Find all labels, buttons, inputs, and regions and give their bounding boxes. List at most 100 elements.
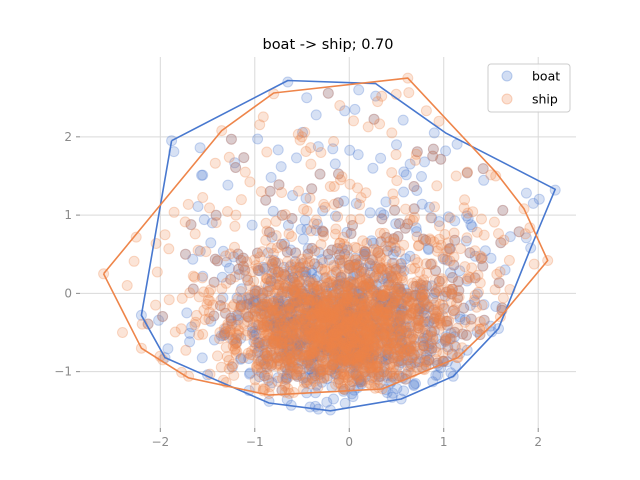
scatter-point-boat bbox=[362, 357, 374, 369]
scatter-point-ship bbox=[405, 358, 417, 370]
scatter-point-boat bbox=[353, 259, 365, 271]
scatter-point-boat bbox=[375, 294, 387, 306]
scatter-point-ship bbox=[376, 314, 388, 326]
scatter-point-boat bbox=[298, 351, 310, 363]
scatter-point-boat bbox=[326, 350, 338, 362]
scatter-point-boat bbox=[300, 294, 312, 306]
scatter-point-boat bbox=[337, 306, 349, 318]
scatter-point-ship bbox=[196, 272, 208, 284]
legend-label-boat: boat bbox=[532, 69, 560, 84]
scatter-point-boat bbox=[220, 323, 232, 335]
scatter-point-boat bbox=[184, 336, 196, 348]
scatter-point-boat bbox=[281, 345, 293, 357]
scatter-point-boat bbox=[437, 253, 449, 265]
scatter-point-boat bbox=[319, 325, 331, 337]
scatter-point-boat bbox=[418, 316, 430, 328]
scatter-point-boat bbox=[424, 315, 436, 327]
scatter-point-boat bbox=[390, 263, 402, 275]
scatter-point-boat bbox=[371, 291, 383, 303]
scatter-point-boat bbox=[243, 353, 255, 364]
scatter-point-boat bbox=[283, 334, 295, 346]
scatter-point-ship bbox=[279, 270, 291, 282]
scatter-point-boat bbox=[392, 315, 404, 327]
scatter-point-boat bbox=[284, 349, 296, 361]
scatter-point-ship bbox=[503, 254, 515, 266]
scatter-point-boat bbox=[301, 333, 313, 345]
scatter-point-boat bbox=[344, 340, 355, 352]
scatter-point-boat bbox=[410, 378, 421, 389]
scatter-point-boat bbox=[356, 353, 368, 365]
scatter-point-boat bbox=[442, 211, 454, 223]
scatter-point-boat bbox=[380, 349, 391, 361]
scatter-point-boat bbox=[335, 312, 347, 324]
scatter-point-boat bbox=[335, 318, 347, 330]
scatter-point-boat bbox=[330, 210, 341, 222]
legend-marker-boat bbox=[501, 70, 513, 82]
scatter-point-boat bbox=[297, 358, 309, 370]
scatter-point-boat bbox=[287, 282, 298, 294]
scatter-point-boat bbox=[330, 325, 342, 337]
scatter-point-boat bbox=[295, 327, 306, 339]
scatter-point-boat bbox=[306, 267, 317, 279]
scatter-point-ship bbox=[448, 259, 460, 271]
scatter-point-ship bbox=[350, 254, 362, 266]
scatter-point-boat bbox=[196, 352, 208, 364]
scatter-point-boat bbox=[299, 307, 311, 319]
scatter-point-ship bbox=[420, 280, 432, 292]
scatter-point-boat bbox=[299, 270, 311, 282]
scatter-point-boat bbox=[253, 337, 264, 349]
scatter-point-ship bbox=[163, 294, 175, 306]
scatter-point-boat bbox=[266, 377, 278, 389]
scatter-point-boat bbox=[325, 320, 337, 331]
scatter-point-boat bbox=[282, 219, 294, 231]
scatter-point-boat bbox=[307, 314, 319, 325]
scatter-point-ship bbox=[261, 273, 273, 285]
scatter-point-boat bbox=[357, 322, 369, 334]
scatter-point-ship bbox=[163, 243, 175, 255]
scatter-point-ship bbox=[328, 136, 340, 147]
scatter-point-boat bbox=[343, 303, 355, 315]
scatter-point-boat bbox=[300, 266, 312, 278]
scatter-point-boat bbox=[415, 348, 427, 360]
scatter-point-ship bbox=[306, 348, 318, 360]
scatter-point-boat bbox=[227, 334, 239, 346]
scatter-point-boat bbox=[327, 296, 339, 308]
scatter-point-boat bbox=[312, 141, 324, 153]
scatter-point-boat bbox=[325, 326, 337, 338]
scatter-point-boat bbox=[296, 355, 308, 367]
scatter-point-boat bbox=[273, 319, 284, 331]
scatter-point-boat bbox=[352, 149, 364, 161]
scatter-point-boat bbox=[301, 377, 313, 389]
scatter-point-boat bbox=[428, 127, 440, 139]
scatter-point-ship bbox=[290, 247, 302, 259]
scatter-point-boat bbox=[386, 293, 398, 305]
legend: boat ship bbox=[487, 63, 571, 113]
scatter-point-boat bbox=[324, 300, 336, 312]
scatter-point-ship bbox=[189, 228, 201, 240]
scatter-point-boat bbox=[462, 213, 474, 224]
scatter-point-boat bbox=[312, 261, 324, 273]
scatter-point-boat bbox=[330, 318, 342, 330]
scatter-point-boat bbox=[321, 373, 333, 385]
scatter-point-ship bbox=[497, 292, 509, 304]
scatter-point-boat bbox=[217, 292, 229, 304]
scatter-point-boat bbox=[277, 334, 289, 346]
scatter-point-boat bbox=[342, 281, 353, 292]
scatter-point-ship bbox=[117, 327, 128, 338]
scatter-point-boat bbox=[381, 370, 393, 381]
scatter-point-ship bbox=[461, 232, 473, 244]
y-tick-label: 0 bbox=[64, 286, 72, 300]
scatter-point-boat bbox=[319, 272, 331, 284]
scatter-point-boat bbox=[344, 327, 356, 338]
scatter-point-boat bbox=[247, 296, 259, 308]
scatter-point-boat bbox=[300, 323, 312, 335]
scatter-point-boat bbox=[328, 335, 340, 346]
scatter-point-boat bbox=[359, 371, 371, 383]
scatter-point-boat bbox=[382, 303, 394, 315]
scatter-point-boat bbox=[404, 158, 416, 170]
scatter-point-boat bbox=[328, 363, 340, 375]
scatter-point-boat bbox=[374, 300, 386, 312]
scatter-point-boat bbox=[404, 321, 416, 332]
scatter-point-boat bbox=[372, 329, 384, 341]
scatter-point-ship bbox=[513, 226, 525, 238]
